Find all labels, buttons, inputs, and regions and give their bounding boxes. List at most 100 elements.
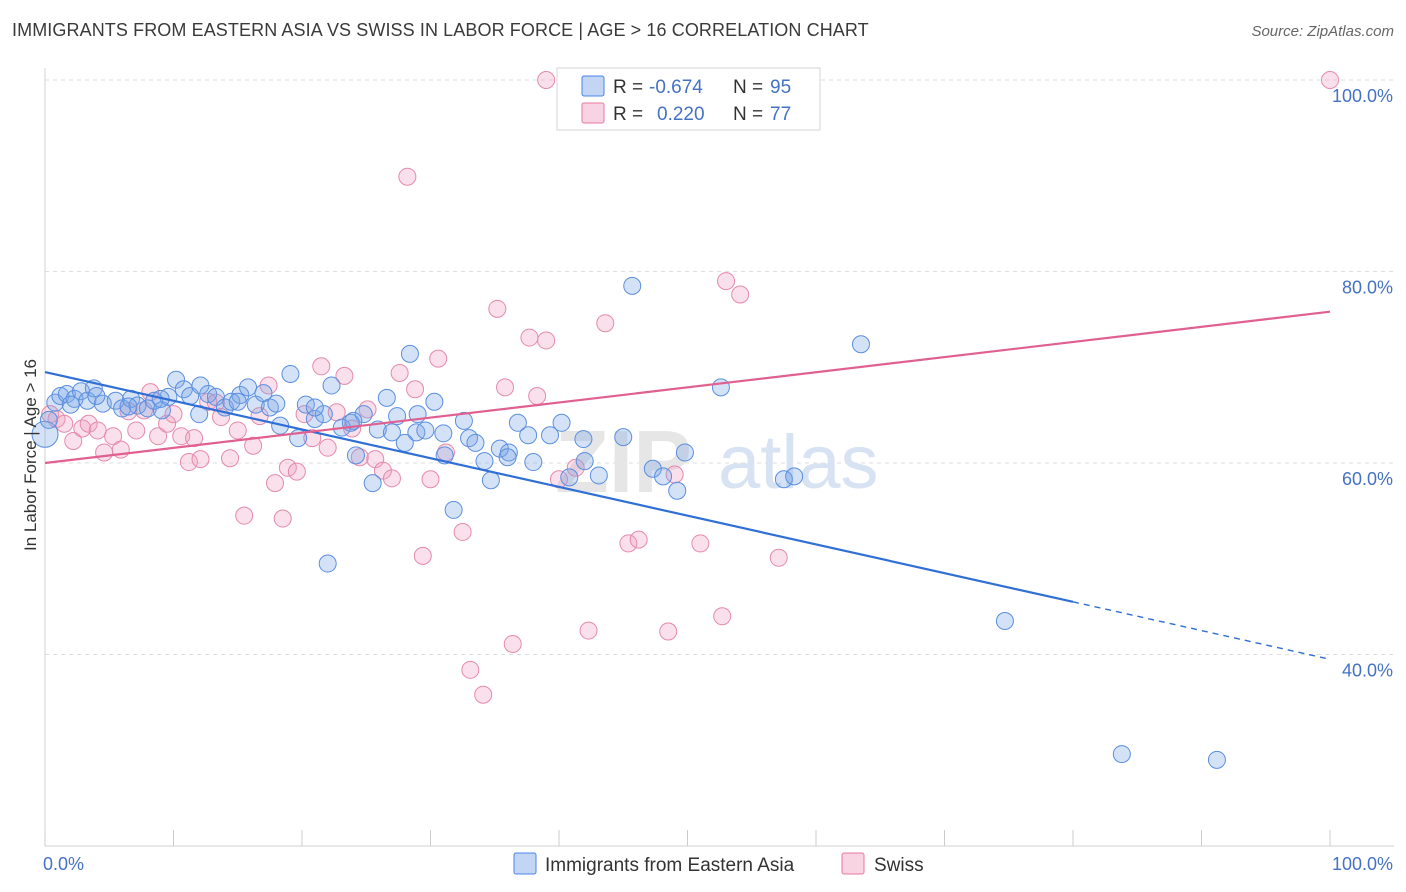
trend-line-swiss <box>44 310 1331 465</box>
point-swiss <box>713 607 732 626</box>
y-tick-label: 80.0% <box>1342 278 1393 298</box>
point-eastern-asia <box>774 470 793 489</box>
point-eastern-asia <box>524 453 543 472</box>
point-eastern-asia <box>305 398 324 417</box>
point-swiss <box>312 357 331 376</box>
legend-n-value-blue: 95 <box>770 77 791 98</box>
point-eastern-asia <box>239 378 258 397</box>
trend-line-eastern-asia-extension <box>1072 601 1331 660</box>
point-swiss <box>221 449 240 468</box>
point-eastern-asia <box>498 448 517 467</box>
point-swiss <box>769 548 788 567</box>
point-swiss <box>390 363 409 382</box>
y-tick-label: 40.0% <box>1342 661 1393 681</box>
point-eastern-asia <box>377 388 396 407</box>
legend-swatch-blue <box>581 75 605 97</box>
series-legend-swatch-pink <box>841 852 865 875</box>
point-eastern-asia <box>668 481 687 500</box>
point-eastern-asia <box>87 386 106 405</box>
x-tick-label: 100.0% <box>1332 854 1393 874</box>
point-swiss <box>79 414 98 433</box>
point-eastern-asia <box>167 370 186 389</box>
point-eastern-asia <box>425 392 444 411</box>
point-eastern-asia <box>174 380 193 399</box>
point-swiss <box>287 462 306 481</box>
point-eastern-asia <box>354 405 373 424</box>
point-swiss <box>55 414 74 433</box>
point-eastern-asia <box>643 459 662 478</box>
point-swiss <box>488 299 507 318</box>
point-eastern-asia <box>614 428 633 447</box>
point-swiss <box>266 474 285 493</box>
point-eastern-asia <box>444 500 463 519</box>
point-eastern-asia <box>363 474 382 493</box>
x-tick-marks <box>44 830 1331 846</box>
point-eastern-asia <box>113 399 132 418</box>
point-eastern-asia <box>995 611 1014 630</box>
point-eastern-asia <box>1207 750 1226 769</box>
legend-n-label-blue: N = <box>733 77 763 98</box>
point-swiss <box>496 378 515 397</box>
point-eastern-asia <box>519 426 538 445</box>
point-swiss <box>406 380 425 399</box>
point-swiss <box>104 427 123 446</box>
legend-box <box>556 67 821 131</box>
point-swiss <box>537 331 556 350</box>
chart-source: Source: ZipAtlas.com <box>1251 23 1394 40</box>
point-swiss <box>537 71 556 89</box>
point-swiss <box>566 458 585 477</box>
point-eastern-asia <box>407 423 426 442</box>
point-eastern-asia <box>228 392 247 411</box>
point-eastern-asia <box>128 396 147 415</box>
point-eastern-asia <box>675 443 694 462</box>
point-swiss <box>244 436 263 455</box>
axes <box>44 68 1394 847</box>
point-eastern-asia <box>318 554 337 573</box>
correlation-legend: R = -0.674 N = 95 R = 0.220 N = 77 <box>556 67 821 131</box>
y-axis-label: In Labor Force | Age > 16 <box>21 359 40 551</box>
point-swiss <box>273 509 292 528</box>
point-swiss <box>318 438 337 457</box>
point-swiss <box>127 421 146 440</box>
point-swiss <box>158 414 177 433</box>
grid-lines <box>45 79 1394 655</box>
point-swiss <box>629 530 648 549</box>
point-eastern-asia <box>541 426 560 445</box>
point-eastern-asia <box>314 405 333 424</box>
point-swiss <box>149 427 168 446</box>
series-legend: Immigrants from Eastern Asia Swiss <box>513 852 924 876</box>
point-eastern-asia <box>416 421 435 440</box>
point-eastern-asia <box>281 364 300 383</box>
point-eastern-asia <box>39 410 58 429</box>
point-eastern-asia <box>454 411 473 430</box>
point-swiss <box>1321 71 1339 89</box>
x-tick-labels: 0.0% 100.0% <box>43 854 1393 874</box>
point-swiss <box>64 431 83 450</box>
chart-title: IMMIGRANTS FROM EASTERN ASIA VS SWISS IN… <box>12 20 869 40</box>
series-legend-label-pink: Swiss <box>874 855 924 876</box>
point-swiss <box>185 429 204 448</box>
point-swiss <box>619 534 638 553</box>
legend-r-value-blue: -0.674 <box>649 77 703 98</box>
point-swiss <box>421 470 440 489</box>
point-swiss <box>228 421 247 440</box>
point-eastern-asia <box>623 276 642 295</box>
point-eastern-asia <box>575 452 594 471</box>
point-swiss <box>191 450 210 469</box>
point-eastern-asia <box>785 467 804 486</box>
point-swiss <box>659 622 678 641</box>
point-eastern-asia <box>711 378 730 397</box>
point-swiss <box>731 285 750 304</box>
watermark-atlas: atlas <box>718 420 879 505</box>
point-eastern-asia <box>475 452 494 471</box>
point-swiss <box>503 634 522 653</box>
data-points <box>31 71 1339 769</box>
legend-r-label-pink: R = <box>613 104 643 125</box>
point-eastern-asia <box>382 423 401 442</box>
point-eastern-asia <box>222 392 241 411</box>
point-swiss <box>691 534 710 553</box>
trend-line-eastern-asia <box>44 370 1074 603</box>
point-swiss <box>88 421 107 440</box>
point-swiss <box>278 458 297 477</box>
y-tick-label: 100.0% <box>1332 86 1393 106</box>
